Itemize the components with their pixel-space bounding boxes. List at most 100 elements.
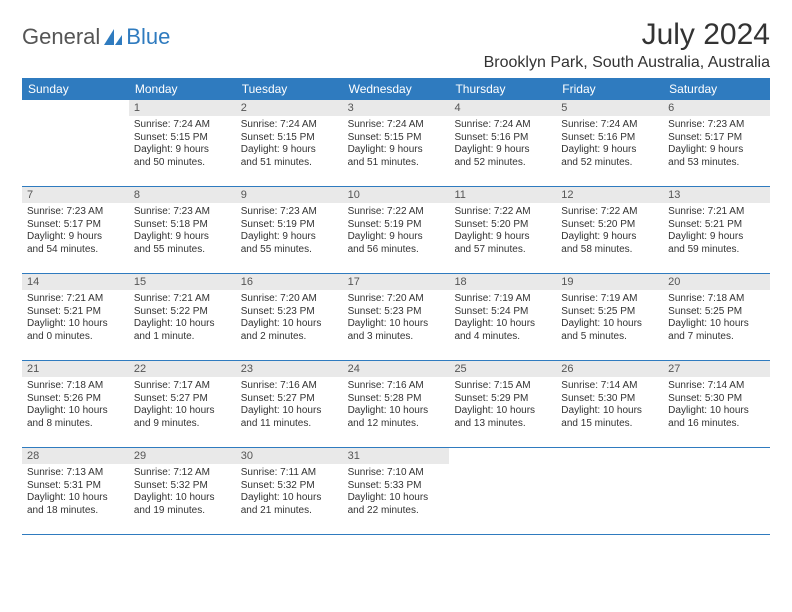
day-line: Daylight: 10 hours — [348, 318, 445, 331]
day-line: and 13 minutes. — [454, 418, 551, 431]
day-line: Daylight: 10 hours — [241, 318, 338, 331]
day-cell: 7Sunrise: 7:23 AMSunset: 5:17 PMDaylight… — [22, 187, 129, 273]
day-line: and 52 minutes. — [561, 157, 658, 170]
day-body: Sunrise: 7:22 AMSunset: 5:19 PMDaylight:… — [343, 203, 450, 260]
day-line: Sunset: 5:26 PM — [27, 393, 124, 406]
day-line: Sunrise: 7:16 AM — [348, 380, 445, 393]
day-line: Daylight: 10 hours — [454, 318, 551, 331]
day-line: Daylight: 10 hours — [27, 405, 124, 418]
day-body: Sunrise: 7:24 AMSunset: 5:15 PMDaylight:… — [343, 116, 450, 173]
day-body: Sunrise: 7:15 AMSunset: 5:29 PMDaylight:… — [449, 377, 556, 434]
day-body — [556, 464, 663, 471]
day-body: Sunrise: 7:23 AMSunset: 5:17 PMDaylight:… — [22, 203, 129, 260]
day-cell: 18Sunrise: 7:19 AMSunset: 5:24 PMDayligh… — [449, 274, 556, 360]
day-line: and 7 minutes. — [668, 331, 765, 344]
day-cell: 8Sunrise: 7:23 AMSunset: 5:18 PMDaylight… — [129, 187, 236, 273]
day-line: Sunrise: 7:24 AM — [134, 119, 231, 132]
day-line: Sunrise: 7:24 AM — [348, 119, 445, 132]
day-line: and 21 minutes. — [241, 505, 338, 518]
dow-sunday: Sunday — [22, 78, 129, 100]
day-body: Sunrise: 7:23 AMSunset: 5:19 PMDaylight:… — [236, 203, 343, 260]
day-line: Sunrise: 7:22 AM — [561, 206, 658, 219]
day-number: 7 — [22, 187, 129, 203]
day-line: Daylight: 9 hours — [348, 231, 445, 244]
day-number: 17 — [343, 274, 450, 290]
day-number: 23 — [236, 361, 343, 377]
day-line: Sunrise: 7:18 AM — [27, 380, 124, 393]
day-cell: 15Sunrise: 7:21 AMSunset: 5:22 PMDayligh… — [129, 274, 236, 360]
day-line: Daylight: 9 hours — [348, 144, 445, 157]
day-line: Daylight: 9 hours — [561, 231, 658, 244]
day-line: Sunset: 5:19 PM — [241, 219, 338, 232]
day-number: 21 — [22, 361, 129, 377]
day-cell: 4Sunrise: 7:24 AMSunset: 5:16 PMDaylight… — [449, 100, 556, 186]
day-cell — [449, 448, 556, 534]
day-cell: 10Sunrise: 7:22 AMSunset: 5:19 PMDayligh… — [343, 187, 450, 273]
logo-sail-icon — [102, 27, 124, 47]
day-cell — [22, 100, 129, 186]
day-line: and 53 minutes. — [668, 157, 765, 170]
day-line: Sunset: 5:30 PM — [561, 393, 658, 406]
day-line: Sunrise: 7:20 AM — [241, 293, 338, 306]
day-cell: 20Sunrise: 7:18 AMSunset: 5:25 PMDayligh… — [663, 274, 770, 360]
day-cell — [663, 448, 770, 534]
day-body: Sunrise: 7:16 AMSunset: 5:28 PMDaylight:… — [343, 377, 450, 434]
day-line: Sunset: 5:18 PM — [134, 219, 231, 232]
day-line: Sunset: 5:23 PM — [348, 306, 445, 319]
day-line: Sunset: 5:15 PM — [241, 132, 338, 145]
day-number: 10 — [343, 187, 450, 203]
header: General Blue July 2024 Brooklyn Park, So… — [22, 18, 770, 72]
day-line: Sunset: 5:27 PM — [241, 393, 338, 406]
day-body: Sunrise: 7:10 AMSunset: 5:33 PMDaylight:… — [343, 464, 450, 521]
page-title: July 2024 — [484, 18, 770, 52]
day-line: Sunrise: 7:12 AM — [134, 467, 231, 480]
dow-saturday: Saturday — [663, 78, 770, 100]
day-line: Sunrise: 7:11 AM — [241, 467, 338, 480]
day-cell: 19Sunrise: 7:19 AMSunset: 5:25 PMDayligh… — [556, 274, 663, 360]
week-row: 21Sunrise: 7:18 AMSunset: 5:26 PMDayligh… — [22, 361, 770, 448]
day-line: Sunrise: 7:24 AM — [241, 119, 338, 132]
day-number: 20 — [663, 274, 770, 290]
day-line: Daylight: 9 hours — [241, 231, 338, 244]
day-line: and 51 minutes. — [348, 157, 445, 170]
day-line: Daylight: 9 hours — [134, 231, 231, 244]
day-body: Sunrise: 7:14 AMSunset: 5:30 PMDaylight:… — [663, 377, 770, 434]
day-line: Sunset: 5:28 PM — [348, 393, 445, 406]
logo-text-blue: Blue — [126, 24, 170, 50]
title-block: July 2024 Brooklyn Park, South Australia… — [484, 18, 770, 72]
day-line: Daylight: 10 hours — [348, 405, 445, 418]
day-body: Sunrise: 7:23 AMSunset: 5:18 PMDaylight:… — [129, 203, 236, 260]
day-line: Daylight: 9 hours — [454, 231, 551, 244]
day-line: Sunrise: 7:24 AM — [454, 119, 551, 132]
day-line: Sunset: 5:21 PM — [27, 306, 124, 319]
day-cell: 28Sunrise: 7:13 AMSunset: 5:31 PMDayligh… — [22, 448, 129, 534]
day-line: and 59 minutes. — [668, 244, 765, 257]
day-number: 15 — [129, 274, 236, 290]
day-line: and 15 minutes. — [561, 418, 658, 431]
day-line: Sunrise: 7:21 AM — [134, 293, 231, 306]
day-number: 26 — [556, 361, 663, 377]
day-line: Sunset: 5:17 PM — [27, 219, 124, 232]
week-row: 28Sunrise: 7:13 AMSunset: 5:31 PMDayligh… — [22, 448, 770, 535]
day-number: 14 — [22, 274, 129, 290]
day-line: Sunrise: 7:23 AM — [27, 206, 124, 219]
day-line: Sunset: 5:33 PM — [348, 480, 445, 493]
day-line: Daylight: 10 hours — [668, 405, 765, 418]
day-line: and 52 minutes. — [454, 157, 551, 170]
day-line: Sunrise: 7:21 AM — [668, 206, 765, 219]
day-line: Sunset: 5:22 PM — [134, 306, 231, 319]
day-number: 1 — [129, 100, 236, 116]
location-subtitle: Brooklyn Park, South Australia, Australi… — [484, 54, 770, 72]
day-line: and 55 minutes. — [241, 244, 338, 257]
day-number: 19 — [556, 274, 663, 290]
day-number: 4 — [449, 100, 556, 116]
day-number: 3 — [343, 100, 450, 116]
calendar-grid: Sunday Monday Tuesday Wednesday Thursday… — [22, 78, 770, 535]
day-line: and 4 minutes. — [454, 331, 551, 344]
day-cell: 24Sunrise: 7:16 AMSunset: 5:28 PMDayligh… — [343, 361, 450, 447]
day-line: Sunset: 5:23 PM — [241, 306, 338, 319]
day-number: 13 — [663, 187, 770, 203]
day-line: Sunrise: 7:19 AM — [561, 293, 658, 306]
day-number — [663, 448, 770, 464]
day-body: Sunrise: 7:21 AMSunset: 5:21 PMDaylight:… — [663, 203, 770, 260]
